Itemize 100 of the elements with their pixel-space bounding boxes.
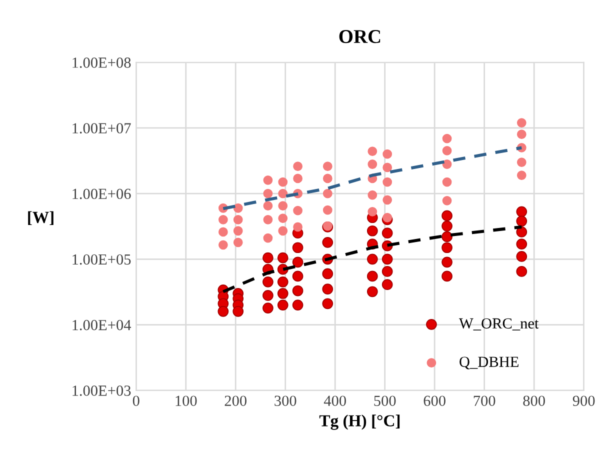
y-tick-label: 1.00E+04: [72, 320, 132, 330]
point: [442, 256, 452, 268]
point: [442, 177, 452, 187]
point: [516, 170, 526, 180]
point: [322, 237, 334, 248]
x-tick-label: 0: [132, 396, 140, 406]
point: [322, 268, 334, 280]
point: [292, 285, 304, 296]
point: [218, 306, 229, 317]
point: [368, 146, 378, 156]
point: [292, 270, 304, 282]
point: [442, 210, 452, 222]
point: [263, 175, 273, 185]
x-tick-label: 700: [474, 396, 496, 406]
point: [382, 212, 392, 222]
point: [218, 240, 228, 250]
point: [368, 190, 378, 200]
point: [322, 284, 334, 295]
x-tick-label: 800: [523, 396, 545, 406]
point: [516, 158, 526, 167]
point: [233, 238, 243, 248]
point: [218, 214, 228, 224]
point: [263, 201, 273, 211]
point: [277, 276, 288, 288]
point: [263, 233, 273, 243]
point: [232, 306, 244, 317]
point: [277, 288, 288, 299]
point: [382, 279, 393, 290]
point: [262, 290, 274, 301]
point: [278, 201, 288, 211]
point: [442, 160, 452, 169]
point: [263, 214, 273, 224]
point: [382, 228, 393, 239]
x-tick-label: 200: [224, 396, 246, 406]
point: [516, 266, 528, 277]
point: [442, 242, 452, 254]
point: [322, 205, 332, 215]
legend-label: W_ORC_net: [458, 318, 539, 330]
point: [516, 238, 528, 250]
point: [516, 216, 528, 227]
point: [277, 252, 288, 264]
point: [366, 286, 378, 298]
y-axis-title: [W]: [28, 211, 54, 226]
point: [233, 203, 243, 213]
point: [292, 242, 304, 254]
point: [277, 300, 288, 310]
point: [516, 206, 528, 218]
point: [368, 160, 378, 169]
chart-title: ORC: [339, 30, 380, 44]
point: [382, 195, 392, 205]
y-tick-label: 1.00E+06: [72, 188, 131, 200]
point: [382, 266, 393, 277]
point: [322, 162, 332, 172]
point: [293, 174, 302, 184]
point: [442, 196, 452, 206]
point: [366, 225, 378, 236]
point: [262, 252, 274, 264]
point: [293, 222, 302, 232]
point: [322, 174, 332, 184]
point: [278, 214, 288, 223]
point: [366, 270, 378, 282]
point: [322, 298, 334, 310]
point: [366, 254, 378, 265]
point: [292, 300, 304, 310]
point: [516, 226, 528, 238]
point: [516, 118, 526, 128]
point: [292, 256, 304, 268]
point: [293, 162, 302, 172]
point: [262, 302, 274, 314]
point: [442, 270, 452, 282]
point: [516, 251, 528, 262]
x-tick-label: 500: [374, 396, 396, 406]
y-tick-label: 1.00E+05: [72, 254, 131, 265]
point: [218, 227, 228, 237]
point: [382, 254, 393, 265]
point: [262, 276, 274, 288]
point: [442, 134, 452, 144]
x-axis-title: Tg (H) [°C]: [319, 414, 400, 430]
point: [322, 188, 332, 198]
point: [233, 226, 243, 236]
x-tick-label: 100: [176, 396, 197, 406]
point: [442, 231, 452, 242]
point: [263, 188, 273, 198]
y-tick-label: 1.00E+03: [72, 386, 131, 396]
point: [442, 146, 452, 156]
y-tick-label: 1.00E+08: [72, 58, 131, 68]
legend-label: Q_DBHE: [460, 356, 518, 370]
point: [382, 162, 392, 172]
point: [516, 130, 526, 140]
point: [278, 177, 288, 187]
point: [442, 220, 452, 232]
point: [382, 177, 392, 187]
y-tick-label: 1.00E+07: [72, 123, 131, 134]
x-tick-label: 300: [274, 396, 296, 406]
point: [293, 206, 302, 216]
point: [278, 188, 288, 198]
x-tick-label: 900: [572, 396, 595, 406]
point: [278, 226, 288, 236]
point: [233, 214, 243, 224]
x-tick-label: 600: [424, 396, 446, 406]
